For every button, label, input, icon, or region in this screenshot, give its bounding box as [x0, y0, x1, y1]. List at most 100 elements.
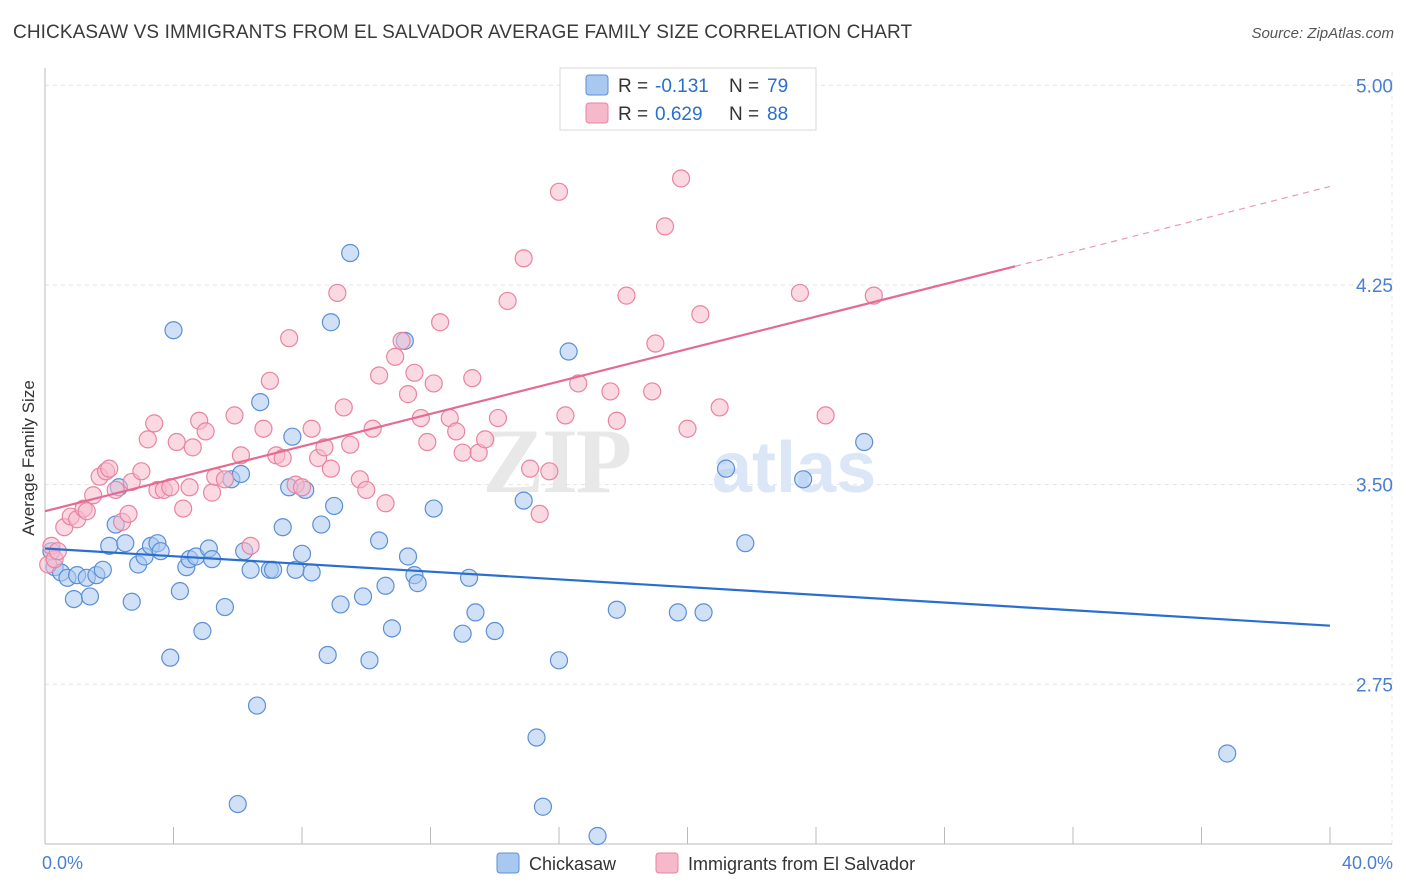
point-chickasaw-68 [533, 797, 553, 816]
point-el-salvador-17 [132, 462, 151, 481]
point-el-salvador-39 [280, 329, 299, 348]
y-tick-label-0: 2.75 [1356, 675, 1393, 696]
y-tick-label-2: 4.25 [1356, 276, 1393, 297]
point-el-salvador-47 [334, 398, 353, 417]
y-tick-labels: 2.75 3.50 4.25 5.00 [1356, 76, 1393, 696]
point-el-salvador-36 [260, 371, 279, 390]
point-chickasaw-35 [247, 696, 267, 715]
point-el-salvador-18 [138, 430, 157, 449]
series-el-salvador-points [39, 169, 883, 574]
point-el-salvador-42 [302, 419, 321, 438]
point-el-salvador-28 [196, 422, 215, 441]
point-el-salvador-76 [569, 374, 588, 393]
legend-top-n-label-1: N = [729, 104, 764, 125]
point-el-salvador-59 [418, 432, 437, 452]
point-el-salvador-12 [100, 459, 119, 478]
point-chickasaw-48 [321, 313, 341, 332]
point-chickasaw-34 [241, 560, 260, 579]
x-tick-label-min: 0.0% [42, 853, 83, 873]
x-tick-label-max: 40.0% [1342, 853, 1393, 873]
legend-top-n-label-0: N = [729, 76, 764, 97]
point-chickasaw-32 [231, 464, 251, 484]
legend-top: R = -0.131 N = 79 R = 0.629 N = 88 [559, 67, 817, 131]
legend-bottom-swatch-el-salvador [655, 852, 679, 874]
point-el-salvador-84 [678, 419, 697, 438]
point-el-salvador-3 [48, 542, 67, 561]
point-el-salvador-25 [180, 478, 199, 497]
point-el-salvador-78 [607, 411, 626, 430]
point-chickasaw-61 [424, 499, 443, 518]
point-el-salvador-8 [77, 502, 96, 521]
point-chickasaw-39 [273, 518, 292, 537]
point-el-salvador-46 [328, 283, 347, 303]
point-el-salvador-65 [463, 369, 482, 388]
point-chickasaw-78 [855, 432, 874, 452]
point-el-salvador-35 [254, 419, 273, 438]
legend-top-r-value-1: 0.629 [655, 104, 703, 125]
point-chickasaw-41 [283, 427, 302, 446]
point-el-salvador-73 [540, 462, 559, 481]
y-axis-label: Average Family Size [19, 380, 38, 536]
point-chickasaw-56 [382, 619, 402, 638]
watermark-zip: ZIP [483, 410, 630, 512]
legend-bottom-swatch-chickasaw [496, 852, 520, 874]
point-chickasaw-66 [514, 491, 533, 510]
legend-bottom-label-chickasaw: Chickasaw [529, 854, 617, 874]
point-el-salvador-38 [273, 448, 292, 468]
trend-line-chickasaw [44, 547, 1331, 627]
point-chickasaw-73 [668, 603, 687, 622]
point-chickasaw-70 [559, 342, 578, 361]
point-chickasaw-63 [459, 568, 479, 587]
point-chickasaw-77 [794, 470, 813, 489]
watermark-atlas: atlas [712, 428, 876, 508]
point-chickasaw-79 [1218, 744, 1237, 763]
point-el-salvador-81 [646, 334, 665, 353]
y-tick-label-3: 5.00 [1356, 76, 1393, 97]
point-chickasaw-52 [353, 587, 373, 606]
point-el-salvador-19 [145, 414, 164, 433]
point-el-salvador-64 [453, 443, 472, 462]
point-el-salvador-31 [215, 470, 234, 489]
point-chickasaw-13 [116, 534, 135, 553]
chart-title: CHICKASAW VS IMMIGRANTS FROM EL SALVADOR… [13, 22, 913, 43]
x-tick-labels: 0.0% 40.0% [42, 853, 1393, 873]
point-el-salvador-44 [315, 438, 334, 457]
legend-top-swatch-chickasaw [585, 74, 609, 96]
point-el-salvador-52 [370, 366, 389, 385]
point-chickasaw-51 [341, 243, 360, 263]
point-el-salvador-70 [514, 249, 533, 268]
point-chickasaw-69 [549, 651, 569, 670]
point-chickasaw-45 [302, 563, 321, 582]
legend-top-swatch-el-salvador [585, 102, 609, 124]
point-el-salvador-15 [119, 504, 138, 524]
point-chickasaw-43 [292, 544, 312, 563]
axes [44, 68, 1392, 845]
point-chickasaw-67 [527, 728, 546, 747]
point-el-salvador-23 [167, 432, 186, 452]
point-chickasaw-55 [376, 576, 395, 595]
source-label: Source: ZipAtlas.com [1251, 25, 1394, 42]
point-el-salvador-85 [691, 305, 710, 324]
point-chickasaw-50 [331, 595, 350, 614]
point-el-salvador-82 [655, 217, 675, 236]
point-chickasaw-26 [193, 621, 212, 641]
point-el-salvador-54 [386, 347, 405, 366]
point-el-salvador-67 [476, 430, 495, 449]
point-el-salvador-53 [376, 494, 395, 513]
point-el-salvador-26 [183, 438, 202, 457]
point-el-salvador-50 [357, 480, 376, 500]
point-el-salvador-63 [447, 422, 466, 441]
trend-line-el-salvador [44, 265, 1016, 513]
point-el-salvador-74 [549, 182, 569, 201]
point-chickasaw-53 [360, 651, 379, 670]
point-el-salvador-29 [202, 483, 222, 502]
point-el-salvador-45 [321, 459, 341, 478]
point-chickasaw-64 [466, 603, 485, 622]
point-chickasaw-65 [485, 621, 504, 641]
point-chickasaw-75 [716, 459, 736, 478]
point-chickasaw-31 [228, 794, 247, 814]
point-el-salvador-72 [530, 504, 549, 524]
point-el-salvador-71 [520, 459, 540, 478]
point-el-salvador-60 [424, 374, 443, 393]
